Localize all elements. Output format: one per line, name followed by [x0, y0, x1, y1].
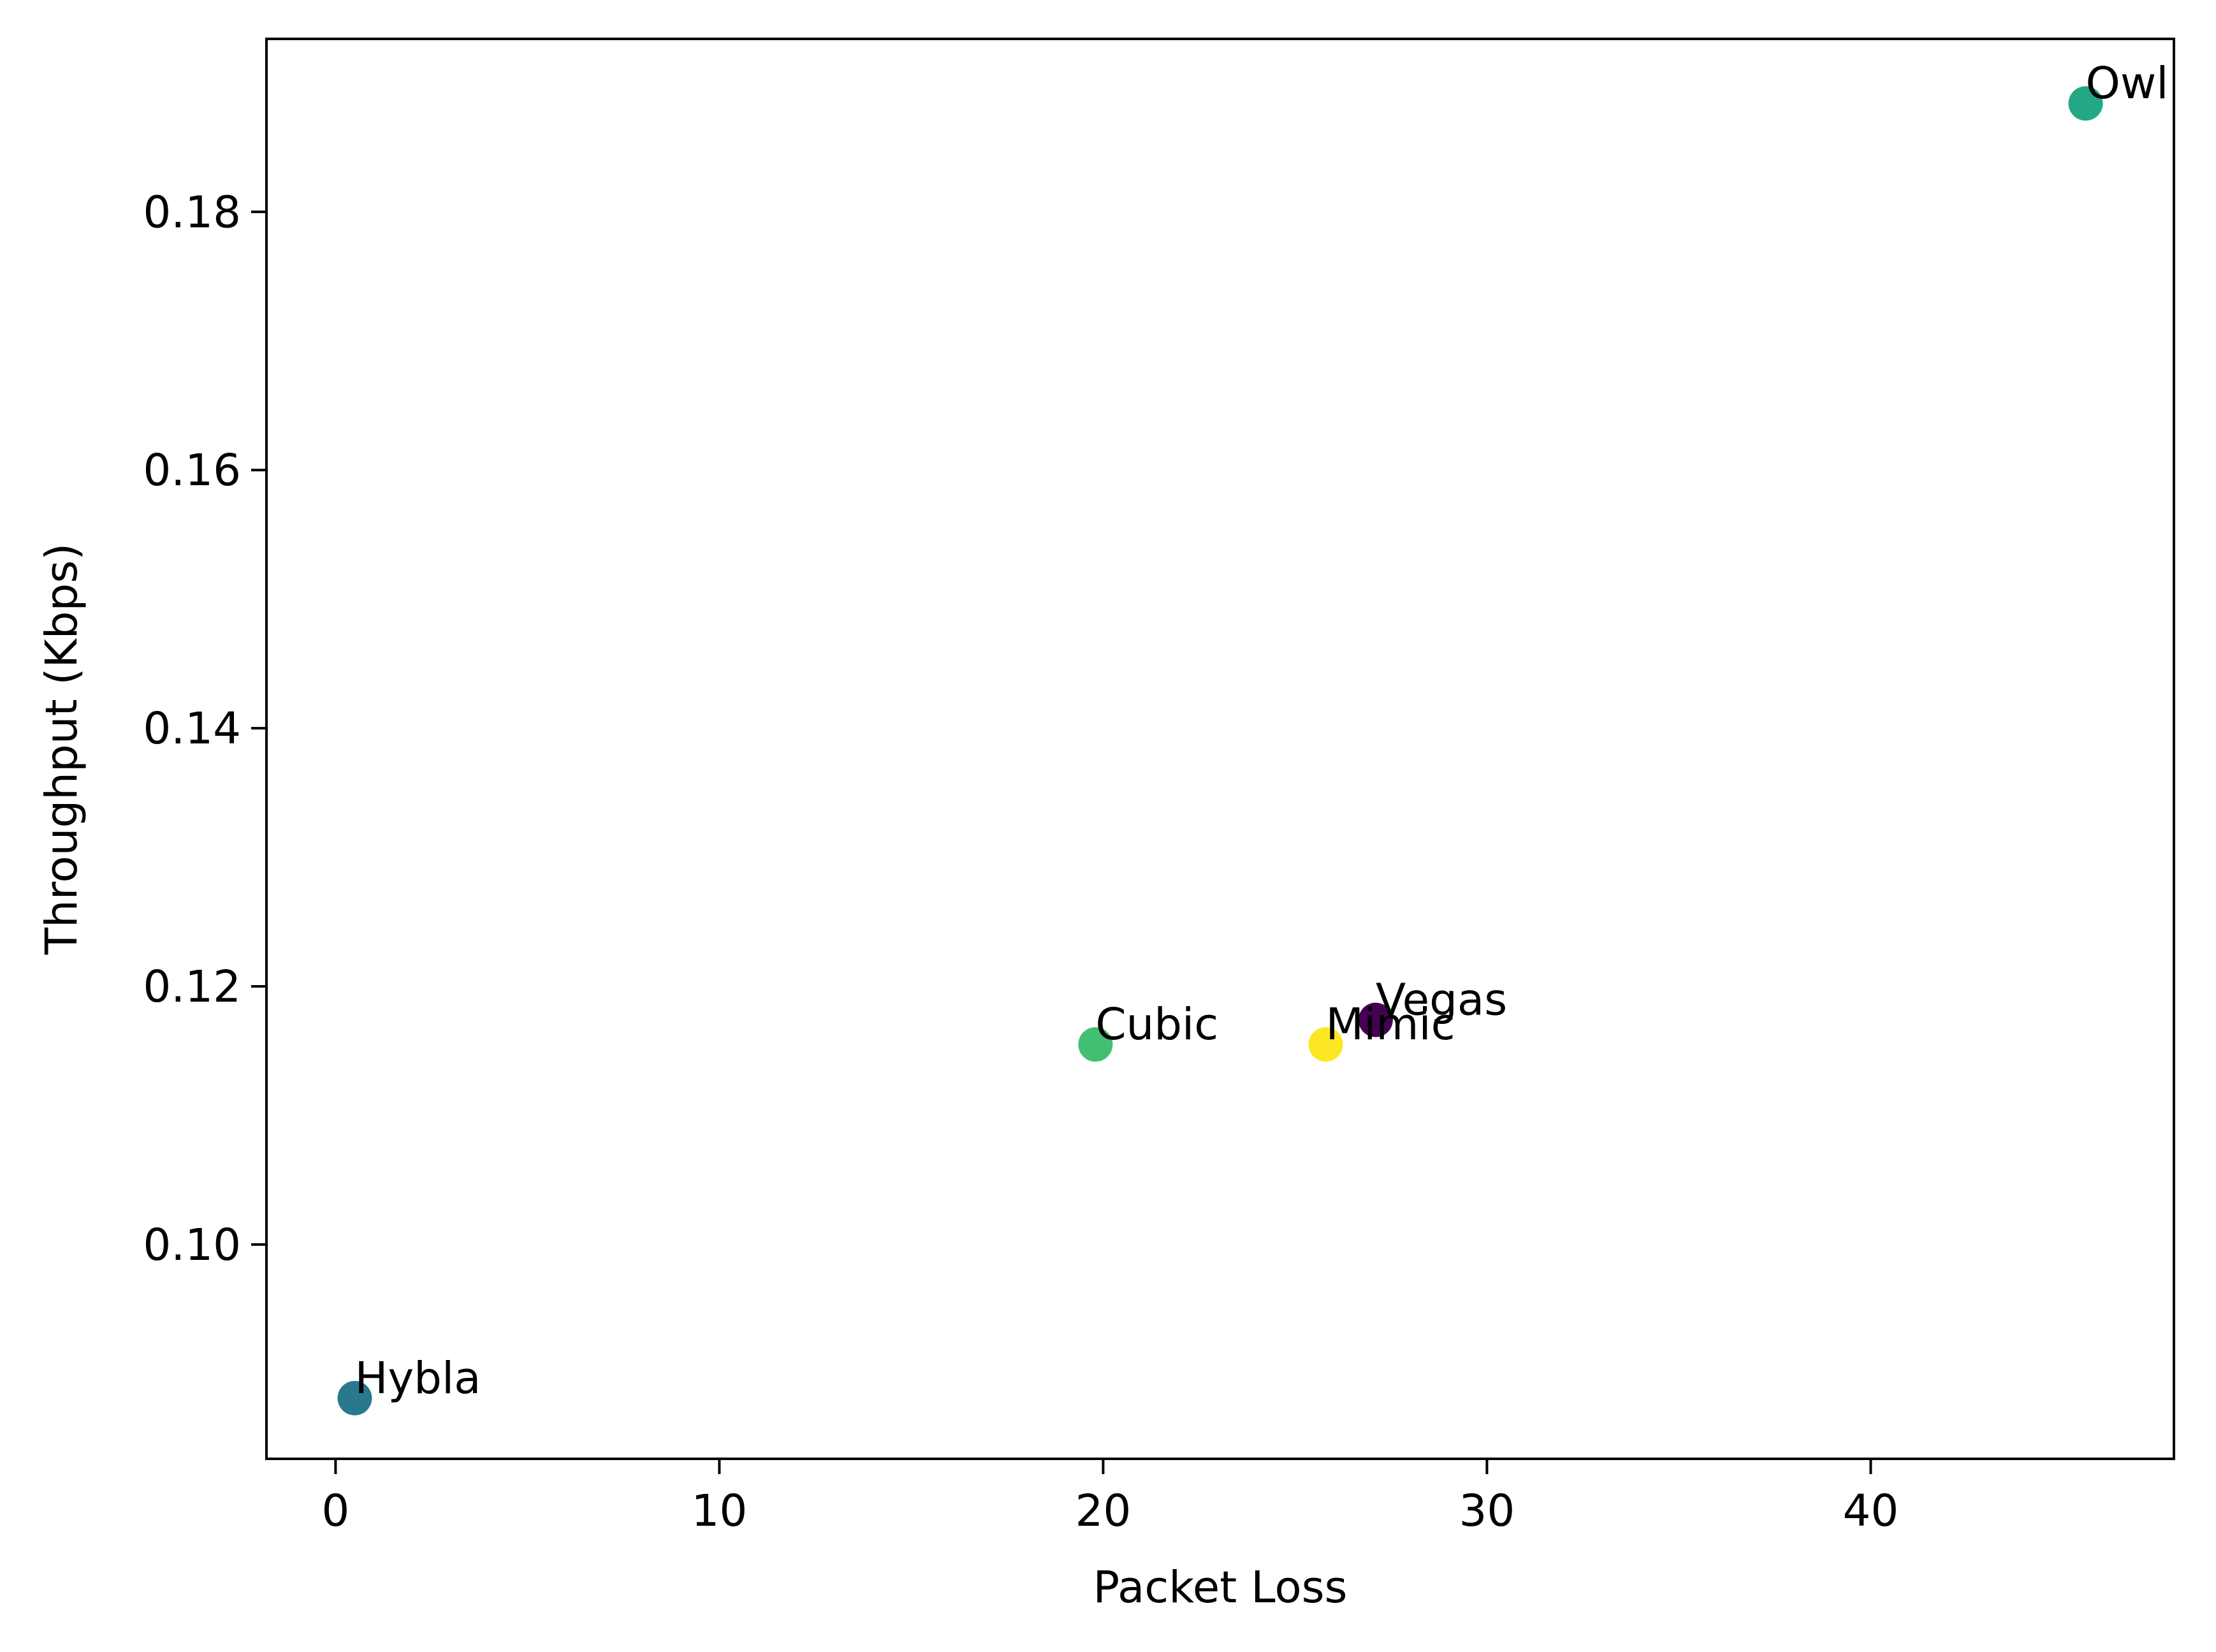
point-label-hybla: Hybla [354, 1353, 481, 1404]
point-label-vegas: Vegas [1376, 975, 1507, 1026]
x-axis-label: Packet Loss [1093, 1562, 1347, 1613]
data-point-mimic [1308, 1027, 1343, 1062]
y-axis-label: Throughput (Kbps) [36, 543, 87, 955]
y-tick-label: 0.12 [143, 961, 241, 1012]
x-tick-label: 0 [321, 1486, 349, 1537]
y-tick-label: 0.16 [143, 445, 241, 496]
x-tick-label: 10 [691, 1486, 747, 1537]
data-point-hybla [337, 1380, 372, 1415]
point-label-cubic: Cubic [1095, 999, 1218, 1050]
x-tick-label: 40 [1843, 1486, 1899, 1537]
x-tick-label: 30 [1459, 1486, 1515, 1537]
data-point-cubic [1078, 1027, 1113, 1062]
point-label-owl: Owl [2086, 58, 2169, 109]
y-tick-label: 0.14 [143, 703, 241, 754]
data-points [337, 86, 2103, 1415]
x-tick-label: 20 [1075, 1486, 1131, 1537]
data-point-vegas [1358, 1002, 1393, 1037]
y-axis: 0.10 0.12 0.14 0.16 0.18 [143, 187, 266, 1271]
data-point-owl [2068, 86, 2103, 121]
plot-area-frame [265, 38, 2175, 1460]
x-axis: 0 10 20 30 40 [321, 1459, 1899, 1537]
y-tick-label: 0.18 [143, 187, 241, 238]
point-labels: Vegas Hybla Owl Cubic Mimic [354, 58, 2168, 1404]
point-label-mimic: Mimic [1326, 999, 1455, 1050]
y-tick-label: 0.10 [143, 1220, 241, 1271]
